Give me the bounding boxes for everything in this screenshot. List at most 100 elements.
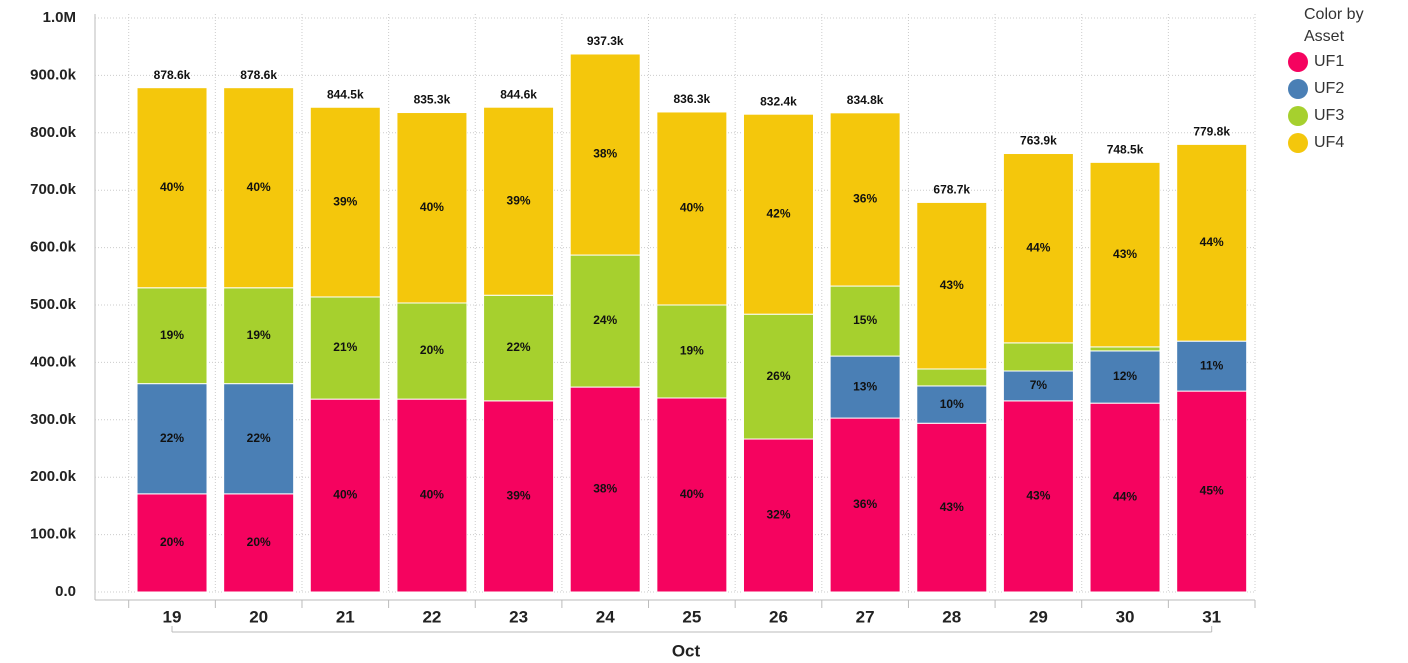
segment-label: 43% [940,500,964,514]
y-tick-label: 100.0k [30,526,77,543]
bar-segment [569,53,641,256]
bar-segment [1089,402,1161,593]
segment-label: 12% [1113,369,1137,383]
segment-label: 36% [853,192,877,206]
x-tick-label: 26 [769,607,788,626]
bar-segment [1002,370,1074,402]
segment-label: 19% [247,328,271,342]
total-label: 844.5k [327,87,364,101]
bar-segment [569,386,641,593]
x-tick-label: 29 [1029,607,1048,626]
segment-label: 22% [507,340,531,354]
y-tick-label: 0.0 [55,583,76,600]
segment-label: 40% [420,488,444,502]
bar-segment [1089,350,1161,404]
bar-segment [742,438,814,593]
bar-segment [742,113,814,315]
bar-segment [483,400,555,593]
segment-label: 44% [1026,240,1050,254]
bar-segment [396,112,468,304]
segment-label: 43% [940,278,964,292]
bar-segment [656,111,728,306]
bar-segment [1002,342,1074,372]
bar-segment [829,112,901,287]
segment-label: 22% [160,431,184,445]
y-tick-label: 200.0k [30,468,77,485]
legend-swatch [1288,51,1308,72]
segment-label: 38% [593,482,617,496]
chart: Oct 0.0 100.0k 200.0k 300.0k 400.0k 500.0k 600… [30,9,1256,660]
bar-segment [1089,161,1161,348]
total-label: 748.5k [1107,143,1144,157]
x-tick-label: 25 [682,607,701,626]
legend-label: UF3 [1314,106,1345,124]
total-label: 834.8k [847,93,884,107]
segment-label: 45% [1200,484,1224,498]
x-tick-label: 27 [856,607,875,626]
segment-label: 19% [160,328,184,342]
bar-segment [916,385,988,424]
y-tick-label: 700.0k [30,181,77,198]
segment-label: 20% [420,343,444,357]
segment-label: 42% [766,206,790,220]
bar-segment [916,368,988,387]
total-label: 832.4k [760,94,797,108]
bar-segment [136,87,208,289]
x-axis-label: Oct [672,641,701,660]
bar-segment [1002,153,1074,344]
total-label: 763.9k [1020,134,1057,148]
segment-label: 32% [766,508,790,522]
bar-segment [136,383,208,495]
legend-title: Color by Asset [1304,6,1364,45]
segment-label: 36% [853,497,877,511]
segment-label: 7% [1030,378,1048,392]
segment-label: 24% [593,313,617,327]
segment-label: 20% [160,535,184,549]
x-tick-label: 23 [509,607,528,626]
bar-segment [396,302,468,400]
bar-segment [916,422,988,593]
segment-label: 22% [247,431,271,445]
bar-segment [829,417,901,593]
y-tick-label: 600.0k [30,239,77,256]
segment-label: 43% [1026,489,1050,503]
x-tick-label: 28 [942,607,961,626]
segment-label: 40% [333,488,357,502]
x-tick-label: 21 [336,607,355,626]
bar-segment [223,87,295,289]
bar-segment [1176,340,1248,392]
segment-label: 38% [593,147,617,161]
total-label: 937.3k [587,34,624,48]
legend-swatch [1288,132,1308,153]
legend-item[interactable]: UF1 [1288,48,1398,75]
bar-segment [396,398,468,593]
bar-segment [1176,390,1248,593]
total-label: 844.6k [500,87,537,101]
bar-segment [569,254,641,388]
segment-label: 15% [853,313,877,327]
x-tick-label: 19 [163,607,182,626]
bar-segment [1002,400,1074,593]
segment-label: 39% [507,489,531,503]
segment-label: 20% [247,535,271,549]
bar-segment [309,398,381,593]
legend-item[interactable]: UF2 [1288,75,1398,102]
legend-swatch [1288,78,1308,99]
x-tick-label: 31 [1202,607,1221,626]
legend-label: UF2 [1314,79,1345,97]
segment-label: 40% [680,487,704,501]
total-label: 878.6k [240,68,277,82]
legend-item[interactable]: UF4 [1288,129,1398,156]
segment-label: 39% [333,194,357,208]
y-tick-label: 800.0k [30,124,77,141]
bar-segment [916,201,988,370]
legend-item[interactable]: UF3 [1288,102,1398,129]
legend-label: UF4 [1314,133,1345,151]
total-label: 835.3k [414,93,451,107]
x-tick-label: 20 [249,607,268,626]
legend-swatch [1288,105,1308,126]
x-tick-label: 22 [422,607,441,626]
bar-segment [483,106,555,296]
bar-segment [656,397,728,593]
